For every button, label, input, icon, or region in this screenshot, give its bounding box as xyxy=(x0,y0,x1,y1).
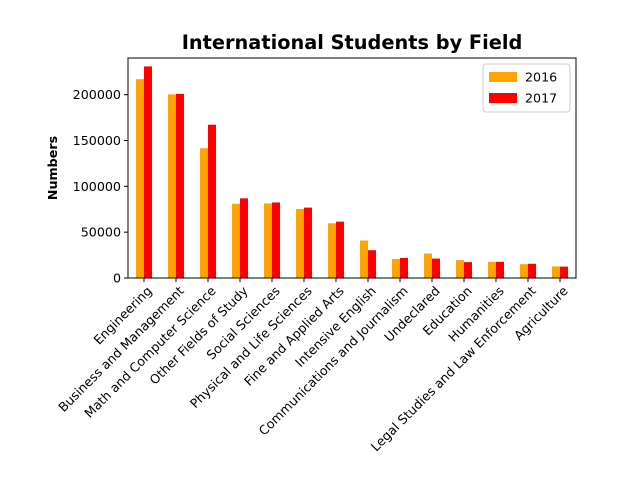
bar xyxy=(464,262,472,278)
bar xyxy=(392,258,400,278)
y-tick-label: 50000 xyxy=(81,225,121,240)
legend-label: 2016 xyxy=(525,70,557,85)
legend: 2016 2017 xyxy=(482,63,571,113)
bar xyxy=(272,202,280,278)
bar xyxy=(424,253,432,278)
bar xyxy=(400,257,408,278)
y-tick-label: 0 xyxy=(113,271,121,286)
y-tick-label: 100000 xyxy=(73,179,121,194)
bar xyxy=(136,79,144,278)
bar xyxy=(336,221,344,279)
chart-title: International Students by Field xyxy=(182,31,523,54)
legend-swatch xyxy=(489,93,517,103)
bar xyxy=(456,260,464,279)
bar xyxy=(240,198,248,278)
y-axis-label: Numbers xyxy=(45,136,60,200)
bar xyxy=(200,148,208,278)
bar xyxy=(264,203,272,278)
bar xyxy=(144,66,152,279)
bar xyxy=(360,240,368,278)
bar xyxy=(168,94,176,278)
bar xyxy=(208,124,216,278)
y-tick-label: 200000 xyxy=(73,87,121,102)
bar xyxy=(528,263,536,278)
legend-label: 2017 xyxy=(525,91,557,106)
bar xyxy=(560,266,568,278)
bar xyxy=(488,261,496,278)
bar xyxy=(232,203,240,278)
bar xyxy=(296,208,304,278)
bar xyxy=(176,93,184,279)
axes-frame xyxy=(127,57,577,279)
legend-swatch xyxy=(489,72,517,82)
bar xyxy=(304,207,312,278)
bar xyxy=(368,250,376,278)
bar xyxy=(328,223,336,278)
bar xyxy=(520,264,528,278)
bar xyxy=(552,266,560,278)
bar xyxy=(496,261,504,278)
bar xyxy=(432,258,440,278)
y-tick-label: 150000 xyxy=(73,133,121,148)
